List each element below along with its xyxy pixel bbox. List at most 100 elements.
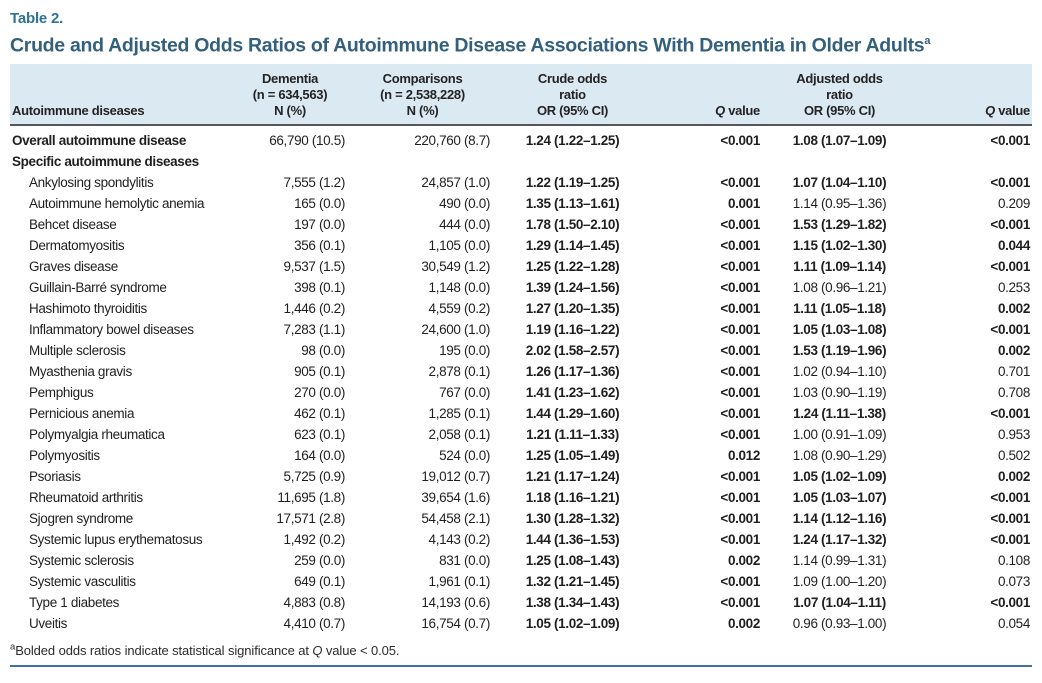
crude-or: 1.78 (1.50–2.10) <box>525 216 620 232</box>
table-row: Behcet disease 197 (0.0) 444 (0.0) 1.78 (1.… <box>10 214 1032 235</box>
table-row: Overall autoimmune disease 66,790 (10.5) 2… <box>10 125 1032 151</box>
crude-or: 1.25 (1.22–1.28) <box>525 258 620 274</box>
disease-name: Graves disease <box>29 258 118 274</box>
header-row: Autoimmune diseases Dementia (n = 634,56… <box>10 63 1032 126</box>
adjusted-or: 1.05 (1.03–1.07) <box>792 489 887 505</box>
crude-q-value: <0.001 <box>720 342 760 358</box>
adjusted-q-value: 0.209 <box>997 195 1030 211</box>
dementia-n-pct: 4,410 (0.7) <box>283 615 346 631</box>
comparisons-n-pct: 195 (0.0) <box>439 342 490 358</box>
adjusted-q-value <box>917 151 1032 172</box>
crude-q-value: <0.001 <box>720 468 760 484</box>
comparisons-n-pct: 30,549 (1.2) <box>421 258 490 274</box>
disease-name: Rheumatoid arthritis <box>29 489 143 505</box>
crude-or: 1.30 (1.28–1.32) <box>525 510 620 526</box>
comparisons-n-pct: 444 (0.0) <box>439 216 490 232</box>
table-row: Multiple sclerosis 98 (0.0) 195 (0.0) 2.02 … <box>10 340 1032 361</box>
comparisons-n-pct: 39,654 (1.6) <box>421 489 490 505</box>
crude-or: 1.19 (1.16–1.22) <box>525 321 620 337</box>
adjusted-q-value: <0.001 <box>990 258 1030 274</box>
dementia-n-pct: 4,883 (0.8) <box>283 594 346 610</box>
comparisons-n-pct: 24,600 (1.0) <box>421 321 490 337</box>
comparisons-n-pct: 24,857 (1.0) <box>421 174 490 190</box>
crude-or: 1.24 (1.22–1.25) <box>525 132 620 148</box>
adjusted-or: 1.53 (1.19–1.96) <box>792 342 887 358</box>
comparisons-n-pct: 19,012 (0.7) <box>421 468 490 484</box>
adjusted-or: 1.05 (1.03–1.08) <box>792 321 887 337</box>
crude-q-value: <0.001 <box>720 384 760 400</box>
adjusted-q-value: 0.108 <box>997 552 1030 568</box>
adjusted-q-value: <0.001 <box>990 489 1030 505</box>
adjusted-q-value: <0.001 <box>990 321 1030 337</box>
adjusted-q-value: 0.002 <box>997 300 1030 316</box>
crude-or: 1.41 (1.23–1.62) <box>525 384 620 400</box>
footnote-marker: a <box>10 641 16 653</box>
disease-name: Specific autoimmune diseases <box>12 153 199 169</box>
table-title-footnote-marker: a <box>924 35 931 47</box>
comparisons-n-pct: 14,193 (0.6) <box>421 594 490 610</box>
disease-name: Polymyositis <box>29 447 100 463</box>
comparisons-n-pct: 2,058 (0.1) <box>428 426 491 442</box>
adjusted-or: 1.15 (1.02–1.30) <box>792 237 887 253</box>
disease-name: Systemic vasculitis <box>29 573 136 589</box>
disease-name: Systemic lupus erythematosus <box>29 531 203 547</box>
crude-q-value: 0.002 <box>727 552 760 568</box>
table-header: Autoimmune diseases Dementia (n = 634,56… <box>10 63 1032 126</box>
adjusted-q-value: 0.701 <box>997 363 1030 379</box>
crude-q-value: <0.001 <box>720 531 760 547</box>
table-row: Ankylosing spondylitis 7,555 (1.2) 24,857 … <box>10 172 1032 193</box>
crude-or: 1.21 (1.17–1.24) <box>525 468 620 484</box>
adjusted-or: 1.09 (1.00–1.20) <box>792 573 887 589</box>
crude-or: 1.26 (1.17–1.36) <box>525 363 620 379</box>
dementia-n-pct: 905 (0.1) <box>294 363 345 379</box>
crude-or <box>495 151 650 172</box>
crude-q-value: <0.001 <box>720 321 760 337</box>
table-row: Rheumatoid arthritis 11,695 (1.8) 39,654 (… <box>10 487 1032 508</box>
adjusted-q-value: 0.708 <box>997 384 1030 400</box>
dementia-n-pct: 9,537 (1.5) <box>283 258 346 274</box>
adjusted-or <box>762 151 917 172</box>
adjusted-or: 1.14 (1.12–1.16) <box>792 510 887 526</box>
table-row: Myasthenia gravis 905 (0.1) 2,878 (0.1) 1.2… <box>10 361 1032 382</box>
crude-or: 1.25 (1.08–1.43) <box>525 552 620 568</box>
comparisons-n-pct: 1,148 (0.0) <box>428 279 491 295</box>
disease-name: Polymyalgia rheumatica <box>29 426 165 442</box>
adjusted-q-value: <0.001 <box>990 216 1030 232</box>
table-row: Polymyositis 164 (0.0) 524 (0.0) 1.25 (1.05… <box>10 445 1032 466</box>
dementia-n-pct: 66,790 (10.5) <box>269 132 345 148</box>
dementia-n-pct <box>230 151 350 172</box>
col-header-dementia: Dementia (n = 634,563) N (%) <box>230 63 350 126</box>
adjusted-or: 0.96 (0.93–1.00) <box>792 615 887 631</box>
dementia-n-pct: 356 (0.1) <box>294 237 345 253</box>
crude-q-value: <0.001 <box>720 300 760 316</box>
table-row: Systemic lupus erythematosus 1,492 (0.2) 4… <box>10 529 1032 550</box>
comparisons-n-pct: 16,754 (0.7) <box>421 615 490 631</box>
comparisons-n-pct: 1,105 (0.0) <box>428 237 491 253</box>
table-row: Type 1 diabetes 4,883 (0.8) 14,193 (0.6) 1.… <box>10 592 1032 613</box>
adjusted-q-value: <0.001 <box>990 510 1030 526</box>
dementia-n-pct: 649 (0.1) <box>294 573 345 589</box>
crude-q-value <box>650 151 762 172</box>
crude-or: 1.32 (1.21–1.45) <box>525 573 620 589</box>
comparisons-n-pct: 220,760 (8.7) <box>414 132 490 148</box>
crude-q-value: <0.001 <box>720 258 760 274</box>
crude-or: 1.22 (1.19–1.25) <box>525 174 620 190</box>
table-row: Autoimmune hemolytic anemia 165 (0.0) 490 … <box>10 193 1032 214</box>
table-row: Psoriasis 5,725 (0.9) 19,012 (0.7) 1.21 (1.… <box>10 466 1032 487</box>
odds-ratio-table: Autoimmune diseases Dementia (n = 634,56… <box>10 63 1032 634</box>
adjusted-or: 1.07 (1.04–1.10) <box>792 174 887 190</box>
crude-q-value: <0.001 <box>720 573 760 589</box>
table-row: Hashimoto thyroiditis 1,446 (0.2) 4,559 (0… <box>10 298 1032 319</box>
table-footnote: aBolded odds ratios indicate statistical… <box>10 641 400 658</box>
adjusted-or: 1.08 (0.96–1.21) <box>792 279 887 295</box>
crude-or: 1.44 (1.29–1.60) <box>525 405 620 421</box>
table-2-figure: Table 2. Crude and Adjusted Odds Ratios … <box>10 10 1032 667</box>
dementia-n-pct: 1,446 (0.2) <box>283 300 346 316</box>
comparisons-n-pct: 4,143 (0.2) <box>428 531 491 547</box>
table-title-text: Crude and Adjusted Odds Ratios of Autoim… <box>10 34 925 57</box>
crude-or: 1.35 (1.13–1.61) <box>525 195 620 211</box>
disease-name: Systemic sclerosis <box>29 552 134 568</box>
crude-or: 1.05 (1.02–1.09) <box>525 615 620 631</box>
disease-name: Inflammatory bowel diseases <box>29 321 194 337</box>
crude-q-value: <0.001 <box>720 174 760 190</box>
